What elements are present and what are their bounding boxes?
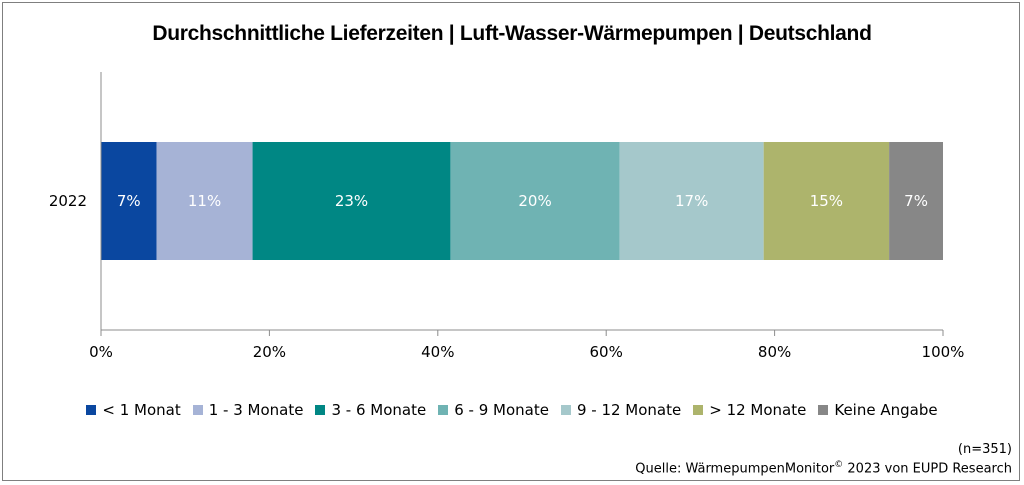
legend-label: Keine Angabe <box>834 401 938 419</box>
legend-swatch <box>315 405 326 415</box>
x-tick-label: 60% <box>590 343 623 361</box>
bar-segment <box>763 142 890 260</box>
legend-swatch <box>818 405 829 415</box>
legend-label: < 1 Monat <box>102 401 181 419</box>
data-label: 20% <box>518 192 551 210</box>
legend-label: 1 - 3 Monate <box>208 401 304 419</box>
legend-item: > 12 Monate <box>693 401 806 419</box>
x-tick-label: 80% <box>758 343 791 361</box>
legend-swatch <box>86 405 97 415</box>
data-label: 11% <box>188 192 221 210</box>
legend-swatch <box>192 405 203 415</box>
legend-label: 3 - 6 Monate <box>331 401 427 419</box>
data-label: 17% <box>675 192 708 210</box>
legend-item: Keine Angabe <box>818 401 938 419</box>
sample-size-note: (n=351) <box>957 442 1012 457</box>
legend-item: 1 - 3 Monate <box>192 401 304 419</box>
legend-item: 9 - 12 Monate <box>560 401 682 419</box>
legend: < 1 Monat 1 - 3 Monate 3 - 6 Monate 6 - 9 M… <box>0 401 1024 419</box>
legend-label: 6 - 9 Monate <box>454 401 549 419</box>
legend-item: 3 - 6 Monate <box>315 401 426 419</box>
source-prefix: Quelle: WärmepumpenMonitor <box>635 461 835 477</box>
x-tick-label: 100% <box>922 343 965 361</box>
data-label: 7% <box>117 192 141 210</box>
x-tick-label: 40% <box>421 343 454 361</box>
x-tick-label: 20% <box>253 343 286 361</box>
chart-title: Durchschnittliche Lieferzeiten | Luft-Wa… <box>152 22 872 45</box>
data-label: 15% <box>810 192 843 210</box>
copyright-mark: © <box>834 460 844 470</box>
chart-plot: 7% 11% 23% 20% 17% 15% 7% 2022 0% 20% 40% 60% 80% 10… <box>49 72 965 361</box>
legend-item: 6 - 9 Monate <box>438 401 549 419</box>
legend-swatch <box>438 405 449 415</box>
bar-segment <box>101 142 157 260</box>
source-note: Quelle: WärmepumpenMonitor© 2023 von EUP… <box>635 460 1012 476</box>
bar-segment <box>156 142 253 260</box>
legend-label: 9 - 12 Monate <box>576 401 682 419</box>
legend-label: > 12 Monate <box>709 401 807 419</box>
bar-segment <box>450 142 620 260</box>
data-label: 7% <box>904 192 928 210</box>
category-label: 2022 <box>49 192 87 210</box>
legend-item: < 1 Monat <box>86 401 181 419</box>
bar-segment <box>619 142 764 260</box>
bar-segment <box>252 142 451 260</box>
x-tick-label: 0% <box>89 343 113 361</box>
legend-swatch <box>693 405 704 415</box>
bar-segment <box>889 142 943 260</box>
data-label: 23% <box>335 192 368 210</box>
source-suffix: 2023 von EUPD Research <box>843 461 1012 477</box>
legend-swatch <box>560 405 571 415</box>
